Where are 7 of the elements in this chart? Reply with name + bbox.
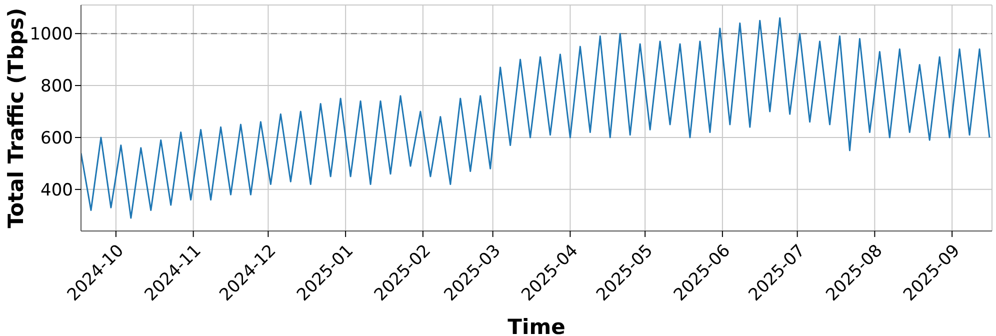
y-tick-label: 1000	[30, 24, 73, 45]
line-series	[81, 17, 990, 219]
y-tick-label: 600	[40, 128, 73, 149]
y-axis-title: Total Traffic (Tbps)	[4, 8, 28, 228]
x-axis-title: Time	[508, 315, 566, 336]
y-tick-label: 800	[40, 76, 73, 97]
y-tick-label: 400	[40, 180, 73, 200]
